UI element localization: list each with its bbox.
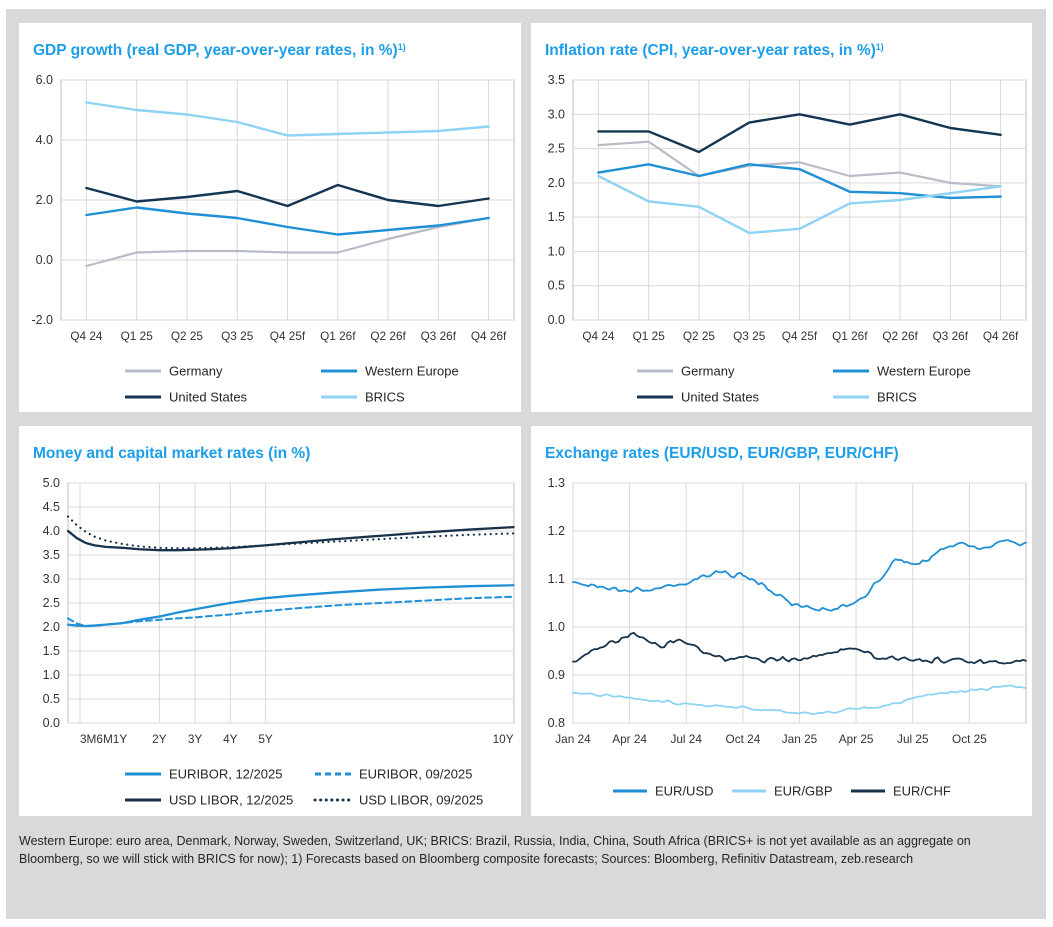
svg-text:0.0: 0.0 bbox=[43, 716, 60, 730]
svg-text:EUR/USD: EUR/USD bbox=[655, 784, 714, 799]
svg-text:2.0: 2.0 bbox=[548, 176, 565, 190]
svg-text:EURIBOR, 12/2025: EURIBOR, 12/2025 bbox=[169, 767, 282, 782]
svg-text:10Y: 10Y bbox=[493, 732, 514, 746]
svg-text:1.1: 1.1 bbox=[548, 572, 565, 586]
svg-text:Western Europe: Western Europe bbox=[877, 364, 971, 379]
svg-text:1.2: 1.2 bbox=[548, 524, 565, 538]
svg-text:Q1 26f: Q1 26f bbox=[832, 329, 868, 343]
svg-text:0.5: 0.5 bbox=[548, 279, 565, 293]
svg-text:2Y: 2Y bbox=[152, 732, 167, 746]
svg-text:Q4 25f: Q4 25f bbox=[782, 329, 818, 343]
svg-text:2.0: 2.0 bbox=[43, 620, 60, 634]
svg-text:Q4 24: Q4 24 bbox=[582, 329, 615, 343]
svg-text:Q2 26f: Q2 26f bbox=[882, 329, 918, 343]
svg-text:EUR/CHF: EUR/CHF bbox=[893, 784, 951, 799]
svg-text:Q1 25: Q1 25 bbox=[633, 329, 666, 343]
svg-text:0.8: 0.8 bbox=[548, 716, 565, 730]
svg-text:2.0: 2.0 bbox=[36, 193, 53, 207]
svg-text:Q3 25: Q3 25 bbox=[733, 329, 766, 343]
svg-text:1.0: 1.0 bbox=[548, 244, 565, 258]
svg-text:1.0: 1.0 bbox=[43, 668, 60, 682]
svg-text:3.0: 3.0 bbox=[548, 107, 565, 121]
svg-text:3.5: 3.5 bbox=[548, 73, 565, 87]
svg-text:3.5: 3.5 bbox=[43, 548, 60, 562]
svg-text:Q4 26f: Q4 26f bbox=[983, 329, 1019, 343]
svg-text:1.3: 1.3 bbox=[548, 476, 565, 490]
svg-text:Q1 25: Q1 25 bbox=[121, 329, 154, 343]
svg-text:Oct 25: Oct 25 bbox=[952, 732, 987, 746]
svg-text:United States: United States bbox=[169, 390, 248, 405]
svg-text:Jul 24: Jul 24 bbox=[670, 732, 702, 746]
svg-text:Q1 26f: Q1 26f bbox=[320, 329, 356, 343]
svg-text:Q3 25: Q3 25 bbox=[221, 329, 254, 343]
svg-text:BRICS: BRICS bbox=[365, 390, 405, 405]
svg-text:Q4 24: Q4 24 bbox=[70, 329, 103, 343]
svg-text:1.0: 1.0 bbox=[548, 620, 565, 634]
svg-text:Inflation rate (CPI, year-over: Inflation rate (CPI, year-over-year rate… bbox=[545, 42, 884, 59]
svg-text:Jan 25: Jan 25 bbox=[782, 732, 818, 746]
svg-text:1.5: 1.5 bbox=[43, 644, 60, 658]
svg-text:Exchange rates (EUR/USD, EUR/G: Exchange rates (EUR/USD, EUR/GBP, EUR/CH… bbox=[545, 445, 899, 462]
svg-text:5.0: 5.0 bbox=[43, 476, 60, 490]
svg-text:3.0: 3.0 bbox=[43, 572, 60, 586]
svg-text:EURIBOR, 09/2025: EURIBOR, 09/2025 bbox=[359, 767, 472, 782]
svg-text:0.5: 0.5 bbox=[43, 692, 60, 706]
svg-text:5Y: 5Y bbox=[258, 732, 273, 746]
svg-text:United States: United States bbox=[681, 390, 760, 405]
svg-text:-2.0: -2.0 bbox=[31, 313, 53, 327]
svg-text:Jan 24: Jan 24 bbox=[555, 732, 591, 746]
svg-text:Q3 26f: Q3 26f bbox=[421, 329, 457, 343]
svg-text:Q2 26f: Q2 26f bbox=[370, 329, 406, 343]
svg-text:Oct 24: Oct 24 bbox=[726, 732, 761, 746]
svg-text:2.5: 2.5 bbox=[43, 596, 60, 610]
svg-text:EUR/GBP: EUR/GBP bbox=[774, 784, 833, 799]
svg-text:4Y: 4Y bbox=[223, 732, 238, 746]
svg-text:Q3 26f: Q3 26f bbox=[933, 329, 969, 343]
svg-text:Money and capital market rates: Money and capital market rates (in %) bbox=[33, 445, 310, 462]
svg-text:Q4 25f: Q4 25f bbox=[270, 329, 306, 343]
svg-text:0.0: 0.0 bbox=[548, 313, 565, 327]
svg-text:4.0: 4.0 bbox=[43, 524, 60, 538]
svg-text:USD LIBOR, 09/2025: USD LIBOR, 09/2025 bbox=[359, 793, 483, 808]
svg-text:USD LIBOR, 12/2025: USD LIBOR, 12/2025 bbox=[169, 793, 293, 808]
svg-text:Q4 26f: Q4 26f bbox=[471, 329, 507, 343]
svg-text:Q2 25: Q2 25 bbox=[683, 329, 716, 343]
svg-text:Q2 25: Q2 25 bbox=[171, 329, 204, 343]
svg-text:Apr 25: Apr 25 bbox=[839, 732, 874, 746]
svg-text:Western Europe: Western Europe bbox=[365, 364, 459, 379]
svg-text:3M6M1Y: 3M6M1Y bbox=[80, 732, 127, 746]
svg-text:GDP growth (real GDP, year-ove: GDP growth (real GDP, year-over-year rat… bbox=[33, 42, 406, 59]
svg-text:1.5: 1.5 bbox=[548, 210, 565, 224]
svg-text:Germany: Germany bbox=[169, 364, 223, 379]
svg-text:Germany: Germany bbox=[681, 364, 735, 379]
svg-text:Jul 25: Jul 25 bbox=[897, 732, 929, 746]
svg-text:BRICS: BRICS bbox=[877, 390, 917, 405]
svg-text:0.9: 0.9 bbox=[548, 668, 565, 682]
svg-text:6.0: 6.0 bbox=[36, 73, 53, 87]
svg-text:2.5: 2.5 bbox=[548, 142, 565, 156]
svg-text:Apr 24: Apr 24 bbox=[612, 732, 647, 746]
svg-text:4.0: 4.0 bbox=[36, 133, 53, 147]
svg-text:3Y: 3Y bbox=[188, 732, 203, 746]
svg-text:4.5: 4.5 bbox=[43, 500, 60, 514]
svg-text:0.0: 0.0 bbox=[36, 253, 53, 267]
